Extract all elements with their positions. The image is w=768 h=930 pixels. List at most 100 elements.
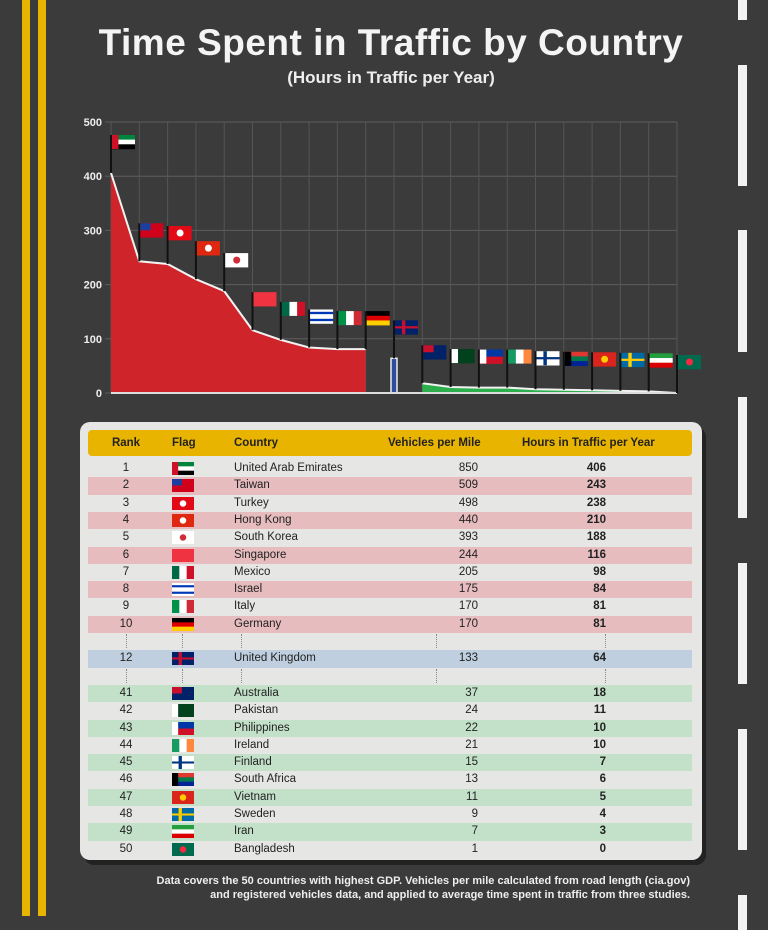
header-hours: Hours in Traffic per Year bbox=[522, 437, 655, 449]
cell-hours: 7 bbox=[599, 756, 606, 769]
cell-country: South Africa bbox=[234, 773, 297, 786]
header-vehicles: Vehicles per Mile bbox=[388, 437, 481, 449]
flag-icon bbox=[172, 790, 194, 804]
cell-country: Pakistan bbox=[234, 704, 279, 717]
cell-country: Philippines bbox=[234, 721, 290, 734]
cell-hours: 188 bbox=[586, 531, 606, 544]
lane-dash bbox=[738, 729, 747, 850]
chart-subtitle: (Hours in Traffic per Year) bbox=[287, 68, 495, 87]
flag-icon bbox=[172, 548, 194, 562]
table-row: 48 Sweden 9 4 bbox=[88, 806, 692, 823]
cell-vehicles: 21 bbox=[465, 738, 478, 751]
table-row: 4 Hong Kong 440 210 bbox=[88, 511, 692, 530]
flag-icon bbox=[172, 808, 194, 822]
cell-hours: 6 bbox=[599, 773, 606, 786]
cell-rank: 47 bbox=[119, 790, 133, 803]
flag-icon bbox=[172, 462, 194, 476]
table-row: 47 Vietnam 11 5 bbox=[88, 788, 692, 806]
table-row: 8 Israel 175 84 bbox=[88, 581, 692, 599]
cell-country: Hong Kong bbox=[234, 513, 292, 526]
flag-icon bbox=[172, 531, 194, 545]
cell-rank: 10 bbox=[119, 617, 133, 630]
cell-flag bbox=[172, 808, 194, 822]
flag-united-arab-emirates bbox=[112, 134, 135, 150]
table-row: 43 Philippines 22 10 bbox=[88, 719, 692, 737]
area-chart: 0 100 200 300 400 500 bbox=[84, 117, 701, 400]
cell-hours: 5 bbox=[599, 790, 606, 803]
table-row: 45 Finland 15 7 bbox=[88, 754, 692, 772]
table-row: 5 South Korea 393 188 bbox=[88, 529, 692, 546]
cell-hours: 11 bbox=[593, 704, 606, 717]
flag-singapore bbox=[253, 292, 277, 307]
flag-bangladesh bbox=[678, 355, 701, 370]
cell-rank: 45 bbox=[119, 756, 133, 769]
cell-country: Iran bbox=[234, 825, 254, 838]
cell-country: Israel bbox=[234, 583, 263, 596]
table-row: 49 Iran 7 3 bbox=[88, 823, 692, 841]
cell-flag bbox=[172, 721, 194, 735]
cell-country: Singapore bbox=[234, 548, 287, 561]
cell-flag bbox=[172, 565, 195, 579]
ellipsis-dots bbox=[605, 634, 606, 648]
ellipsis-dots bbox=[126, 634, 127, 648]
flag-icon bbox=[172, 652, 194, 666]
y-tick-label: 100 bbox=[84, 334, 102, 346]
cell-rank: 49 bbox=[119, 825, 133, 838]
header-country: Country bbox=[234, 437, 279, 449]
cell-vehicles: 11 bbox=[466, 790, 478, 803]
cell-rank: 48 bbox=[119, 808, 133, 820]
cell-flag bbox=[172, 496, 194, 510]
y-tick-label: 400 bbox=[84, 171, 102, 183]
flag-germany bbox=[366, 311, 390, 326]
header-rank: Rank bbox=[111, 437, 141, 449]
flag-sweden bbox=[621, 352, 645, 368]
cell-flag bbox=[172, 548, 194, 562]
road-line-yellow-right bbox=[38, 0, 46, 916]
flag-australia bbox=[423, 345, 447, 360]
cell-flag bbox=[172, 773, 194, 787]
cell-vehicles: 205 bbox=[458, 565, 478, 578]
area-bottom-10 bbox=[422, 383, 677, 393]
cell-country: Italy bbox=[234, 600, 256, 613]
cell-flag bbox=[172, 738, 195, 752]
cell-vehicles: 133 bbox=[458, 652, 478, 665]
flag-icon bbox=[172, 721, 194, 735]
ellipsis-dots bbox=[436, 634, 437, 648]
footnote-line-2: and registered vehicles data, and applie… bbox=[210, 889, 690, 901]
cell-flag bbox=[172, 790, 194, 804]
cell-vehicles: 15 bbox=[465, 756, 478, 769]
cell-flag bbox=[172, 531, 194, 545]
flag-mexico bbox=[281, 301, 306, 316]
lane-dash bbox=[738, 895, 747, 930]
cell-hours: 0 bbox=[599, 842, 606, 855]
cell-flag bbox=[172, 686, 194, 701]
cell-hours: 243 bbox=[586, 479, 606, 492]
cell-country: Turkey bbox=[234, 496, 269, 509]
cell-country: Ireland bbox=[234, 738, 270, 751]
cell-country: Sweden bbox=[234, 808, 276, 820]
cell-hours: 64 bbox=[593, 652, 606, 665]
table-ellipsis-row bbox=[88, 668, 692, 685]
cell-flag bbox=[172, 652, 194, 666]
flag-icon bbox=[172, 496, 194, 510]
cell-hours: 18 bbox=[593, 686, 606, 699]
lane-dash bbox=[738, 397, 747, 518]
cell-country: Taiwan bbox=[234, 479, 270, 492]
table-row: 46 South Africa 13 6 bbox=[88, 771, 692, 788]
cell-hours: 4 bbox=[599, 808, 606, 820]
cell-hours: 10 bbox=[593, 721, 606, 734]
area-bottom-10-outline bbox=[422, 382, 678, 394]
table-row: 3 Turkey 498 238 bbox=[88, 495, 692, 512]
lane-dash bbox=[738, 0, 747, 20]
flag-icon bbox=[172, 513, 194, 528]
cell-flag bbox=[172, 825, 194, 839]
cell-vehicles: 509 bbox=[458, 479, 478, 492]
cell-flag bbox=[172, 600, 195, 614]
ellipsis-dots bbox=[436, 668, 437, 683]
flag-icon bbox=[172, 600, 195, 614]
header-flag: Flag bbox=[172, 437, 196, 449]
chart-title: Time Spent in Traffic by Country bbox=[98, 22, 684, 63]
table-row: 50 Bangladesh 1 0 bbox=[88, 841, 692, 858]
cell-vehicles: 7 bbox=[471, 825, 478, 838]
table-row: 7 Mexico 205 98 bbox=[88, 564, 692, 581]
